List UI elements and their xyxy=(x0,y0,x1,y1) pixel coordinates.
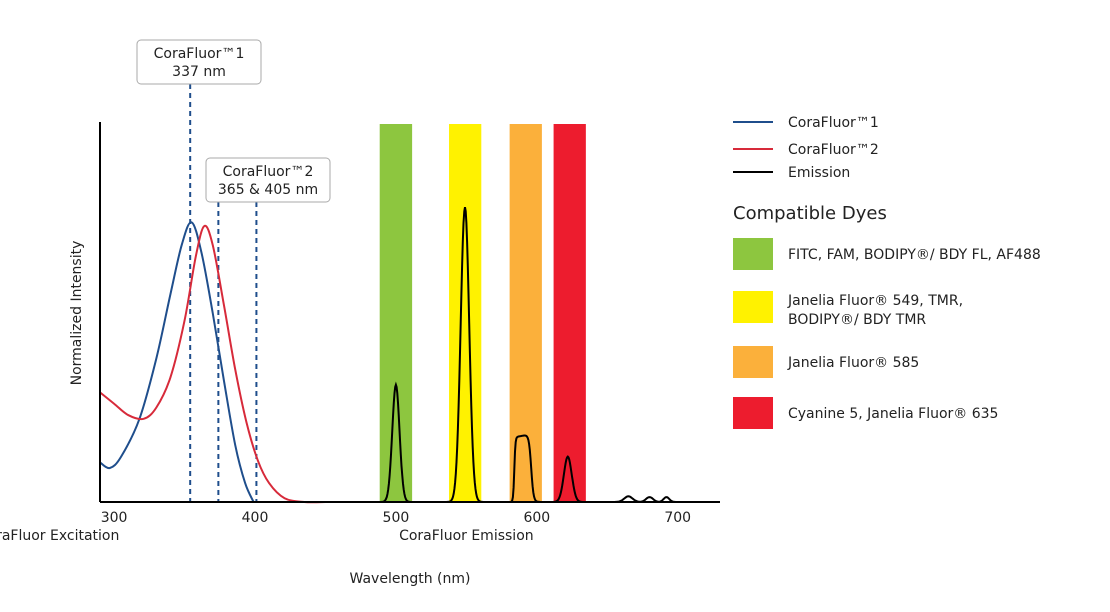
dye-legend-swatch xyxy=(733,397,773,429)
dye-legend-label: Cyanine 5, Janelia Fluor® 635 xyxy=(788,406,998,422)
legend-label: CoraFluor™2 xyxy=(788,142,879,158)
y-axis-label: Normalized Intensity xyxy=(69,241,85,386)
x-tick-label: 700 xyxy=(664,510,691,526)
dye-band-3 xyxy=(553,124,586,502)
callout-value: 365 & 405 nm xyxy=(218,182,318,198)
x-sublabel: CoraFluor Excitation xyxy=(0,528,119,544)
callout-label: CoraFluor™2 xyxy=(223,164,314,180)
dye-legend-swatch xyxy=(733,238,773,270)
dye-band-2 xyxy=(509,124,542,502)
legend-title: Compatible Dyes xyxy=(733,203,887,224)
dye-legend-label: BODIPY®/ BDY TMR xyxy=(788,312,926,328)
legend-label: CoraFluor™1 xyxy=(788,115,879,131)
x-axis-label: Wavelength (nm) xyxy=(350,571,471,587)
x-tick-label: 500 xyxy=(383,510,410,526)
legend-label: Emission xyxy=(788,165,850,181)
series-line-0 xyxy=(99,221,255,503)
x-sublabel: CoraFluor Emission xyxy=(399,528,534,544)
x-tick-label: 400 xyxy=(242,510,269,526)
callout-box xyxy=(205,157,331,203)
dye-band-1 xyxy=(449,124,482,502)
x-tick-label: 300 xyxy=(101,510,128,526)
series-line-1 xyxy=(99,224,326,504)
callout-value: 337 nm xyxy=(172,64,226,80)
callout-box xyxy=(136,39,262,85)
dye-legend-label: FITC, FAM, BODIPY®/ BDY FL, AF488 xyxy=(788,247,1041,263)
dye-legend-swatch xyxy=(733,291,773,323)
callout-label: CoraFluor™1 xyxy=(154,46,245,62)
dye-legend-label: Janelia Fluor® 585 xyxy=(787,355,919,371)
dye-band-0 xyxy=(379,124,413,502)
x-tick-label: 600 xyxy=(523,510,550,526)
dye-legend-swatch xyxy=(733,346,773,378)
dye-legend-label: Janelia Fluor® 549, TMR, xyxy=(787,293,963,309)
